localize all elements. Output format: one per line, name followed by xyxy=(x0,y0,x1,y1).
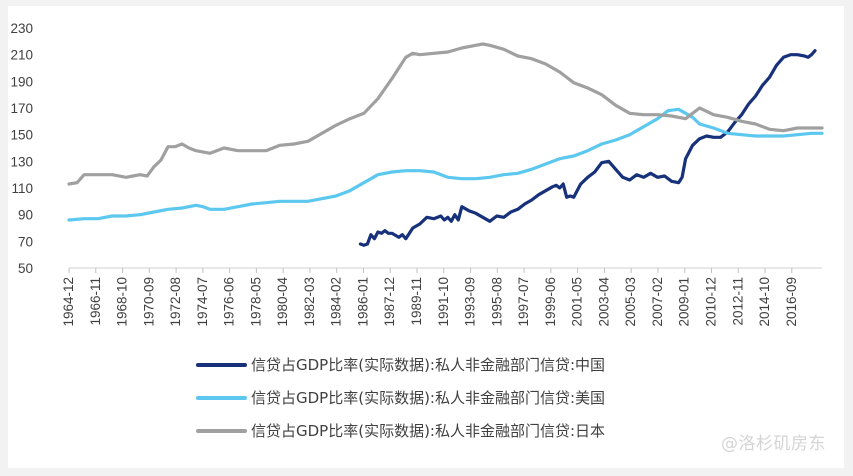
watermark: @洛杉矶房东 xyxy=(721,434,826,454)
x-tick-label: 1974-07 xyxy=(195,277,210,327)
y-tick-label: 90 xyxy=(18,208,33,223)
x-tick-label: 1966-11 xyxy=(88,277,103,326)
chart-card: 50 70 90 110 130 150 170 190 210 230 1964-12 1966-… xyxy=(8,6,844,468)
x-tick-label: 1968-10 xyxy=(115,277,130,327)
x-tick-label: 2007-02 xyxy=(650,277,665,327)
legend: 信贷占GDP比率(实际数据):私人非金融部门信贷:中国信贷占GDP比率(实际数据… xyxy=(196,356,605,440)
y-tick-label: 190 xyxy=(10,74,33,89)
x-tick-label: 1987-12 xyxy=(382,277,397,327)
plot-area xyxy=(67,42,824,247)
x-tick-label: 1995-08 xyxy=(489,277,504,327)
x-axis: 1964-12 1966-11 1968-10 1970-09 1972-08 1974-… xyxy=(61,267,822,327)
x-tick-label: 1964-12 xyxy=(61,277,76,327)
y-tick-label: 70 xyxy=(18,234,33,249)
y-tick-label: 110 xyxy=(11,181,33,196)
legend-label: 信贷占GDP比率(实际数据):私人非金融部门信贷:中国 xyxy=(251,356,605,374)
line-chart: 50 70 90 110 130 150 170 190 210 230 1964-12 1966-… xyxy=(10,21,824,440)
y-tick-label: 150 xyxy=(10,128,33,143)
x-tick-label: 1984-02 xyxy=(329,277,344,327)
x-tick-label: 1970-09 xyxy=(141,277,156,327)
x-tick-label: 2014-10 xyxy=(757,277,772,327)
y-tick-label: 170 xyxy=(10,101,33,116)
series-line-0 xyxy=(358,49,817,247)
y-tick-label: 130 xyxy=(10,154,33,169)
series-line-1 xyxy=(67,107,824,222)
legend-label: 信贷占GDP比率(实际数据):私人非金融部门信贷:美国 xyxy=(251,389,605,407)
x-tick-label: 1972-08 xyxy=(168,277,183,327)
legend-label: 信贷占GDP比率(实际数据):私人非金融部门信贷:日本 xyxy=(251,422,605,440)
x-tick-label: 2016-09 xyxy=(784,277,799,327)
x-tick-label: 1993-09 xyxy=(463,277,478,327)
x-tick-label: 1989-11 xyxy=(409,277,424,326)
x-tick-label: 1982-03 xyxy=(302,277,317,327)
x-tick-label: 2001-05 xyxy=(570,277,585,327)
x-tick-label: 1999-06 xyxy=(543,277,558,327)
x-tick-label: 2009-01 xyxy=(677,277,692,327)
y-tick-label: 50 xyxy=(18,261,33,276)
x-tick-label: 2012-11 xyxy=(730,277,745,326)
y-tick-label: 210 xyxy=(10,48,33,63)
x-tick-label: 1997-07 xyxy=(516,277,531,327)
y-axis: 50 70 90 110 130 150 170 190 210 230 xyxy=(10,21,33,276)
x-tick-label: 1986-01 xyxy=(355,277,370,327)
series-line-2 xyxy=(67,42,824,186)
y-tick-label: 230 xyxy=(10,21,33,36)
x-tick-label: 1980-04 xyxy=(275,277,290,327)
x-tick-label: 1976-06 xyxy=(222,277,237,327)
x-tick-label: 1991-10 xyxy=(436,277,451,327)
x-tick-label: 2010-12 xyxy=(703,277,718,327)
x-tick-label: 2005-03 xyxy=(623,277,638,327)
x-tick-label: 2003-04 xyxy=(596,277,611,327)
x-tick-label: 1978-05 xyxy=(248,277,263,327)
